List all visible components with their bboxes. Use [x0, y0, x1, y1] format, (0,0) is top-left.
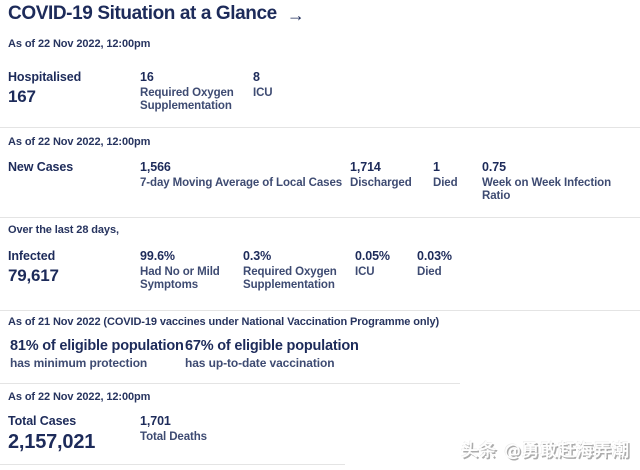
stat-moving-average: 1,566 7-day Moving Average of Local Case…	[140, 160, 350, 190]
watermark: 头条 @勇敢赶海弄潮	[461, 441, 630, 461]
stat-died-pct: 0.03% Died	[417, 249, 497, 279]
title-link[interactable]: COVID-19 Situation at a Glance →	[8, 3, 305, 25]
stat-oxygen: 16 Required Oxygen Supplementation	[140, 70, 253, 113]
total-cases-label-col: Total Cases 2,157,021	[8, 414, 140, 453]
arrow-right-icon: →	[286, 5, 305, 25]
timestamp-vaccination: As of 21 Nov 2022 (COVID-19 vaccines und…	[8, 316, 440, 328]
stat-desc: ICU	[253, 87, 273, 99]
section-label: New Cases	[8, 160, 74, 174]
page-title: COVID-19 Situation at a Glance	[8, 3, 277, 24]
stat-value: 99.6%	[140, 249, 175, 263]
divider	[0, 217, 640, 218]
section-label: Infected	[8, 249, 56, 263]
timestamp-total-cases: As of 22 Nov 2022, 12:00pm	[8, 391, 151, 403]
stat-desc: ICU	[355, 266, 375, 278]
hospitalised-label-col: Hospitalised 167	[8, 70, 140, 106]
stat-value: 0.03%	[417, 249, 452, 263]
stat-value: 0.05%	[355, 249, 390, 263]
section-vaccination: 81% of eligible population has minimum p…	[10, 338, 359, 370]
stat-desc: Died	[417, 266, 442, 278]
section-infected: Infected 79,617 99.6% Had No or Mild Sym…	[8, 249, 497, 292]
infected-count: 79,617	[8, 266, 59, 285]
vax-desc: has minimum protection	[10, 356, 148, 370]
stat-desc: Required Oxygen Supplementation	[140, 87, 234, 112]
section-hospitalised: Hospitalised 167 16 Required Oxygen Supp…	[8, 70, 273, 113]
divider	[0, 310, 640, 311]
hospitalised-count: 167	[8, 87, 36, 106]
stat-value: 1	[433, 160, 440, 174]
timestamp-new-cases: As of 22 Nov 2022, 12:00pm	[8, 136, 151, 148]
timestamp-infected: Over the last 28 days,	[8, 224, 119, 236]
stat-desc: Died	[433, 177, 458, 189]
vax-up-to-date: 67% of eligible population has up-to-dat…	[185, 338, 359, 370]
section-label: Total Cases	[8, 414, 77, 428]
stat-icu-pct: 0.05% ICU	[355, 249, 417, 279]
stat-value: 1,701	[140, 414, 171, 428]
divider	[0, 127, 640, 128]
stat-value: 8	[253, 70, 260, 84]
timestamp-hospitalised: As of 22 Nov 2022, 12:00pm	[8, 38, 151, 50]
vax-minimum-protection: 81% of eligible population has minimum p…	[10, 338, 185, 370]
stat-value: 1,714	[350, 160, 381, 174]
vax-desc: has up-to-date vaccination	[185, 356, 335, 370]
stat-desc: Required Oxygen Supplementation	[243, 266, 337, 291]
stat-desc: Week on Week Infection Ratio	[482, 177, 612, 202]
stat-infection-ratio: 0.75 Week on Week Infection Ratio	[482, 160, 612, 203]
vax-headline: 81% of eligible population	[10, 338, 184, 354]
stat-desc: 7-day Moving Average of Local Cases	[140, 177, 343, 189]
section-label: Hospitalised	[8, 70, 82, 84]
stat-value: 0.75	[482, 160, 506, 174]
section-new-cases: New Cases 1,566 7-day Moving Average of …	[8, 160, 612, 203]
total-cases-count: 2,157,021	[8, 431, 96, 453]
infected-label-col: Infected 79,617	[8, 249, 140, 285]
stat-desc: Discharged	[350, 177, 412, 189]
divider	[0, 464, 345, 465]
stat-icu: 8 ICU	[253, 70, 273, 100]
stat-mild-symptoms: 99.6% Had No or Mild Symptoms	[140, 249, 243, 292]
divider	[0, 383, 460, 384]
section-total-cases: Total Cases 2,157,021 1,701 Total Deaths	[8, 414, 207, 453]
stat-desc: Total Deaths	[140, 431, 207, 443]
stat-value: 1,566	[140, 160, 171, 174]
stat-oxygen-pct: 0.3% Required Oxygen Supplementation	[243, 249, 355, 292]
stat-desc: Had No or Mild Symptoms	[140, 266, 220, 291]
new-cases-label-col: New Cases	[8, 160, 140, 175]
stat-value: 0.3%	[243, 249, 272, 263]
stat-value: 16	[140, 70, 154, 84]
stat-died: 1 Died	[433, 160, 482, 190]
vax-headline: 67% of eligible population	[185, 338, 359, 354]
stat-total-deaths: 1,701 Total Deaths	[140, 414, 207, 444]
stat-discharged: 1,714 Discharged	[350, 160, 433, 190]
